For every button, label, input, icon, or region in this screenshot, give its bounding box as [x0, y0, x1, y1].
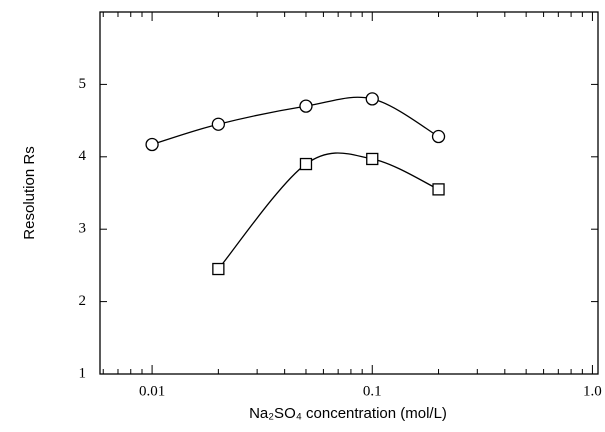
circle-marker	[431, 129, 446, 144]
circle-marker	[365, 92, 379, 106]
circle-marker	[145, 137, 159, 152]
square-marker	[366, 152, 379, 166]
x-axis-label: Na₂SO₄ concentration (mol/L)	[249, 405, 447, 422]
circle-marker	[211, 117, 226, 131]
x-tick-label: 0.1	[363, 383, 382, 399]
series-line	[217, 152, 439, 270]
plot-frame	[99, 11, 599, 375]
circle-marker	[299, 99, 313, 113]
square-marker	[212, 262, 225, 276]
y-tick-label: 4	[79, 148, 87, 164]
series-line	[151, 96, 439, 146]
square-marker	[299, 157, 313, 171]
y-tick-label: 5	[79, 76, 87, 92]
x-tick-label: 1.0	[583, 383, 602, 399]
x-tick-label: 0.01	[139, 383, 165, 399]
square-marker	[432, 183, 445, 196]
y-tick-label: 3	[79, 221, 87, 237]
y-axis-label: Resolution Rs	[21, 146, 38, 239]
y-tick-label: 2	[79, 293, 87, 309]
y-tick-label: 1	[79, 365, 87, 381]
